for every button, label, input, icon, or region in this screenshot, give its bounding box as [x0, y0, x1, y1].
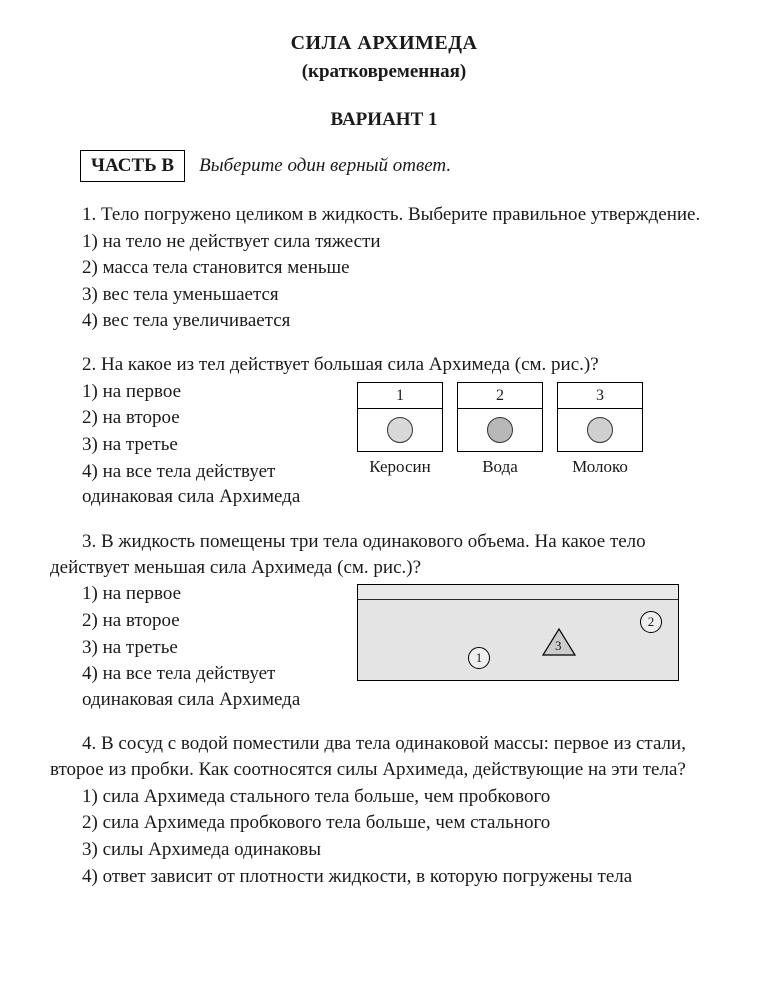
tank-diagram: 1 2 3: [357, 584, 679, 681]
beaker-2-caption: Вода: [457, 456, 543, 479]
part-instruction: Выберите один верный ответ.: [199, 153, 451, 179]
q4-options: 1) сила Архимеда стального тела больше, …: [82, 784, 718, 890]
q3-text: 3. В жидкость помещены три тела одинаков…: [50, 529, 718, 580]
beaker-3-num: 3: [558, 383, 642, 410]
beaker-3-caption: Молоко: [557, 456, 643, 479]
q2-option-4: 4) на все тела действует одинаковая сила…: [82, 459, 337, 510]
question-4: 4. В сосуд с водой поместили два тела од…: [50, 731, 718, 889]
variant-title: ВАРИАНТ 1: [50, 107, 718, 133]
q2-figure: 1 Керосин 2 Вода 3: [357, 382, 718, 480]
question-2: 2. На какое из тел действует большая сил…: [50, 352, 718, 511]
beaker-1: 1 Керосин: [357, 382, 443, 480]
q2-options: 1) на первое 2) на второе 3) на третье 4…: [82, 378, 337, 511]
q1-option-3: 3) вес тела уменьшается: [82, 282, 718, 308]
q1-option-4: 4) вес тела увеличивается: [82, 308, 718, 334]
q4-text: 4. В сосуд с водой поместили два тела од…: [50, 731, 718, 782]
q3-option-2: 2) на второе: [82, 608, 337, 634]
beaker-2: 2 Вода: [457, 382, 543, 480]
title-main: СИЛА АРХИМЕДА: [50, 30, 718, 57]
title-sub: (кратковременная): [50, 59, 718, 85]
q2-option-3: 3) на третье: [82, 432, 337, 458]
q3-option-1: 1) на первое: [82, 581, 337, 607]
q4-option-1: 1) сила Архимеда стального тела больше, …: [82, 784, 718, 810]
part-header: ЧАСТЬ В Выберите один верный ответ.: [80, 150, 718, 182]
q1-options: 1) на тело не действует сила тяжести 2) …: [82, 229, 718, 335]
q2-option-1: 1) на первое: [82, 379, 337, 405]
q2-text: 2. На какое из тел действует большая сил…: [50, 352, 718, 378]
q1-option-2: 2) масса тела становится меньше: [82, 255, 718, 281]
q1-option-1: 1) на тело не действует сила тяжести: [82, 229, 718, 255]
beaker-2-num: 2: [458, 383, 542, 410]
q3-options: 1) на первое 2) на второе 3) на третье 4…: [82, 580, 337, 713]
question-1: 1. Тело погружено целиком в жидкость. Вы…: [50, 202, 718, 334]
ball-icon: [487, 417, 513, 443]
q4-option-2: 2) сила Архимеда пробкового тела больше,…: [82, 810, 718, 836]
beaker-1-num: 1: [358, 383, 442, 410]
body-3-label: 3: [555, 637, 562, 655]
q3-figure: 1 2 3: [357, 584, 718, 681]
part-label: ЧАСТЬ В: [80, 150, 185, 182]
ball-icon: [387, 417, 413, 443]
q3-option-4: 4) на все тела действует одинаковая сила…: [82, 661, 337, 712]
q4-option-3: 3) силы Архимеда одинаковы: [82, 837, 718, 863]
ball-icon: [587, 417, 613, 443]
beaker-1-caption: Керосин: [357, 456, 443, 479]
question-3: 3. В жидкость помещены три тела одинаков…: [50, 529, 718, 713]
q1-text: 1. Тело погружено целиком в жидкость. Вы…: [50, 202, 718, 228]
beaker-3: 3 Молоко: [557, 382, 643, 480]
q3-option-3: 3) на третье: [82, 635, 337, 661]
q2-option-2: 2) на второе: [82, 405, 337, 431]
q4-option-4: 4) ответ зависит от плотности жидкости, …: [82, 864, 718, 890]
